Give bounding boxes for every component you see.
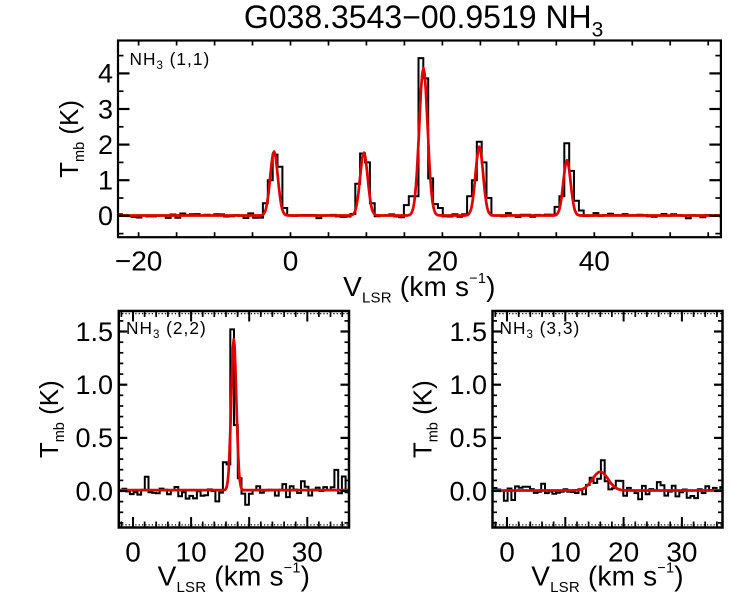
svg-text:1.0: 1.0 bbox=[449, 370, 487, 400]
svg-text:0.5: 0.5 bbox=[449, 423, 487, 453]
svg-text:0: 0 bbox=[499, 536, 515, 567]
svg-text:0.0: 0.0 bbox=[449, 476, 487, 506]
svg-text:0: 0 bbox=[98, 201, 113, 231]
svg-text:20: 20 bbox=[608, 536, 639, 567]
svg-text:1.5: 1.5 bbox=[449, 317, 487, 347]
svg-text:−20: −20 bbox=[115, 246, 163, 277]
svg-text:4: 4 bbox=[98, 59, 113, 89]
svg-text:0: 0 bbox=[283, 246, 299, 277]
svg-text:20: 20 bbox=[427, 246, 458, 277]
svg-text:NH3 (1,1): NH3 (1,1) bbox=[130, 49, 211, 72]
svg-text:30: 30 bbox=[292, 536, 323, 567]
svg-text:10: 10 bbox=[176, 536, 207, 567]
svg-text:NH3 (2,2): NH3 (2,2) bbox=[126, 318, 207, 341]
svg-text:Tmb (K): Tmb (K) bbox=[408, 380, 442, 458]
svg-text:1.0: 1.0 bbox=[75, 370, 113, 400]
svg-text:3: 3 bbox=[98, 94, 113, 124]
svg-text:NH3 (3,3): NH3 (3,3) bbox=[500, 318, 581, 341]
svg-text:0: 0 bbox=[125, 536, 141, 567]
svg-text:30: 30 bbox=[666, 536, 697, 567]
svg-text:Tmb (K): Tmb (K) bbox=[34, 380, 68, 458]
svg-text:1.5: 1.5 bbox=[75, 317, 113, 347]
svg-text:40: 40 bbox=[579, 246, 610, 277]
svg-text:Tmb (K): Tmb (K) bbox=[54, 100, 88, 178]
svg-text:20: 20 bbox=[234, 536, 265, 567]
svg-text:G038.3543−00.9519 NH3: G038.3543−00.9519 NH3 bbox=[244, 0, 604, 41]
svg-text:0.5: 0.5 bbox=[75, 423, 113, 453]
svg-text:10: 10 bbox=[550, 536, 581, 567]
svg-text:2: 2 bbox=[98, 130, 113, 160]
svg-text:0.0: 0.0 bbox=[75, 476, 113, 506]
svg-text:1: 1 bbox=[98, 166, 113, 196]
